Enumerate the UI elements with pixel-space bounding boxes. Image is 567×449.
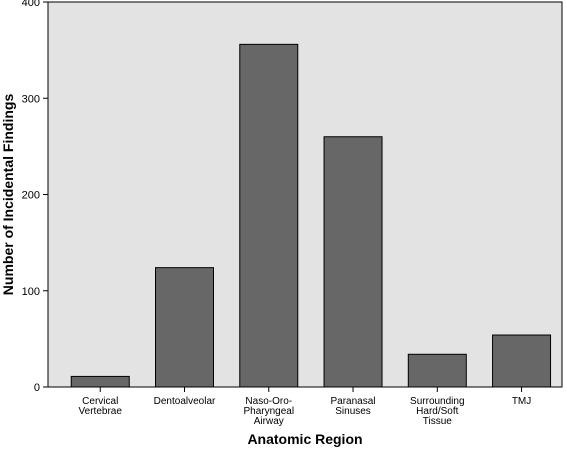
x-tick-label: Surrounding Hard/Soft Tissue [410,396,464,427]
x-axis: Cervical Vertebrae Dentoalveolar Naso-Oro-P… [79,387,531,427]
bar-2 [239,43,299,388]
bar-1 [155,267,215,388]
x-tick-label: Paranasal Sinuses [331,396,376,417]
y-tick-label: 200 [22,190,40,202]
x-tick-label: Dentoalveolar [154,396,216,407]
y-tick-label: 0 [34,382,40,394]
bar-5 [492,334,552,388]
x-tick-label: TMJ [512,396,531,407]
y-tick-label: 100 [22,286,40,298]
y-axis: 0 100 200 300 400 [22,0,48,394]
bar-4 [407,353,467,388]
plot-area [47,1,563,388]
y-axis-title: Number of Incidental Findings [0,94,16,296]
x-axis-title: Anatomic Region [247,431,362,447]
bar-3 [323,136,383,388]
y-tick-label: 400 [22,0,40,9]
x-tick-label: Cervical Vertebrae [79,396,123,417]
y-tick-label: 300 [22,93,40,105]
bars-group [70,43,552,388]
bar-0 [70,375,130,388]
x-tick-label: Naso-Oro-Pharyngeal Airway [243,396,294,427]
